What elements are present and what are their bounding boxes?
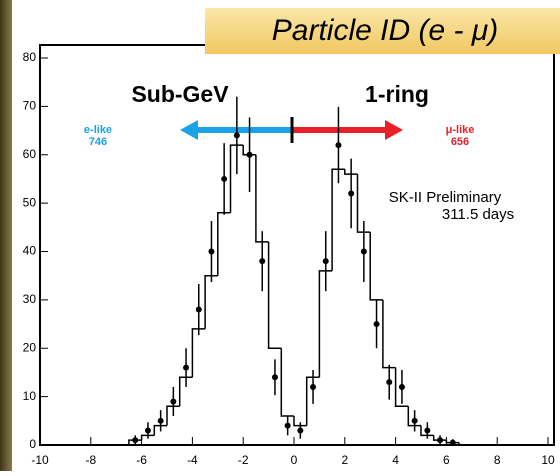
data-point xyxy=(246,151,253,158)
histogram-step xyxy=(153,424,167,436)
histogram-step xyxy=(217,212,231,276)
histogram-step xyxy=(204,274,218,329)
data-point xyxy=(144,427,151,434)
histogram-step xyxy=(382,299,396,369)
histogram-step xyxy=(178,376,193,407)
histogram-step xyxy=(356,174,371,233)
x-tick-label: -2 xyxy=(238,453,249,467)
x-tick-label: 2 xyxy=(341,453,348,467)
data-point xyxy=(348,190,355,197)
x-tick-label: 8 xyxy=(494,453,501,467)
y-tick-label: 20 xyxy=(23,340,37,354)
data-point xyxy=(170,398,177,405)
histogram-step xyxy=(229,144,244,213)
annotation: 746 xyxy=(89,136,107,148)
data-point xyxy=(411,417,418,424)
histogram-step xyxy=(293,415,307,427)
y-tick-label: 80 xyxy=(23,50,37,64)
x-tick-label: -8 xyxy=(85,453,96,467)
histogram-step xyxy=(394,367,409,408)
histogram-step xyxy=(318,270,333,378)
title-box xyxy=(205,8,560,54)
x-tick-label: 6 xyxy=(443,453,450,467)
plot-frame xyxy=(39,44,555,446)
histogram-step xyxy=(280,348,294,417)
y-tick-label: 40 xyxy=(23,244,37,258)
e-arrowhead xyxy=(180,120,198,140)
y-tick-label: 50 xyxy=(23,195,37,209)
annotation: 1-ring xyxy=(365,81,429,107)
histogram-step xyxy=(458,442,472,446)
histogram-step xyxy=(255,154,269,243)
annotation: SK-II Preliminary xyxy=(389,189,502,206)
slide-edge xyxy=(0,0,12,471)
chart-title: Particle ID (e - μ) xyxy=(272,14,498,47)
data-point xyxy=(424,427,431,434)
histogram-step xyxy=(344,169,358,175)
histogram-step xyxy=(420,425,434,437)
x-tick-label: -4 xyxy=(187,453,198,467)
data-point xyxy=(297,427,304,434)
annotation: μ-like xyxy=(446,124,475,136)
y-tick-label: 70 xyxy=(23,99,37,113)
y-tick-label: 10 xyxy=(23,389,37,403)
histogram-step xyxy=(369,232,383,301)
x-tick-label: 4 xyxy=(392,453,399,467)
x-tick-label: -6 xyxy=(136,453,147,467)
x-tick-label: -10 xyxy=(31,453,49,467)
x-tick-label: 0 xyxy=(291,453,298,467)
data-point xyxy=(386,379,393,386)
mu-arrowhead xyxy=(385,120,403,140)
data-point xyxy=(259,258,266,265)
data-point xyxy=(208,248,215,255)
data-point xyxy=(157,417,164,424)
histogram-step xyxy=(140,434,155,441)
data-point xyxy=(233,132,240,139)
data-point xyxy=(335,142,342,149)
annotation: 656 xyxy=(451,136,469,148)
data-point xyxy=(310,383,317,390)
data-point xyxy=(132,437,139,444)
data-point xyxy=(373,321,380,328)
data-point xyxy=(284,422,291,429)
histogram-step xyxy=(331,168,345,271)
histogram-step xyxy=(191,328,206,378)
annotation: 311.5 days xyxy=(442,206,514,223)
data-point xyxy=(437,437,444,444)
histogram-step xyxy=(407,406,421,427)
y-tick-label: 0 xyxy=(29,437,36,451)
data-point xyxy=(322,258,329,265)
x-tick-label: 10 xyxy=(541,453,555,467)
histogram-step xyxy=(267,241,282,349)
data-point xyxy=(195,306,202,313)
annotation: Sub-GeV xyxy=(131,81,229,107)
y-tick-label: 60 xyxy=(23,147,37,161)
y-tick-label: 30 xyxy=(23,292,37,306)
data-point xyxy=(449,439,456,446)
data-point xyxy=(360,248,367,255)
data-point xyxy=(183,364,190,371)
histogram-step xyxy=(305,376,320,426)
histogram-step xyxy=(166,405,180,426)
data-point xyxy=(221,175,228,182)
data-point xyxy=(271,374,278,381)
data-point xyxy=(398,383,405,390)
annotation: e-like xyxy=(84,124,112,136)
